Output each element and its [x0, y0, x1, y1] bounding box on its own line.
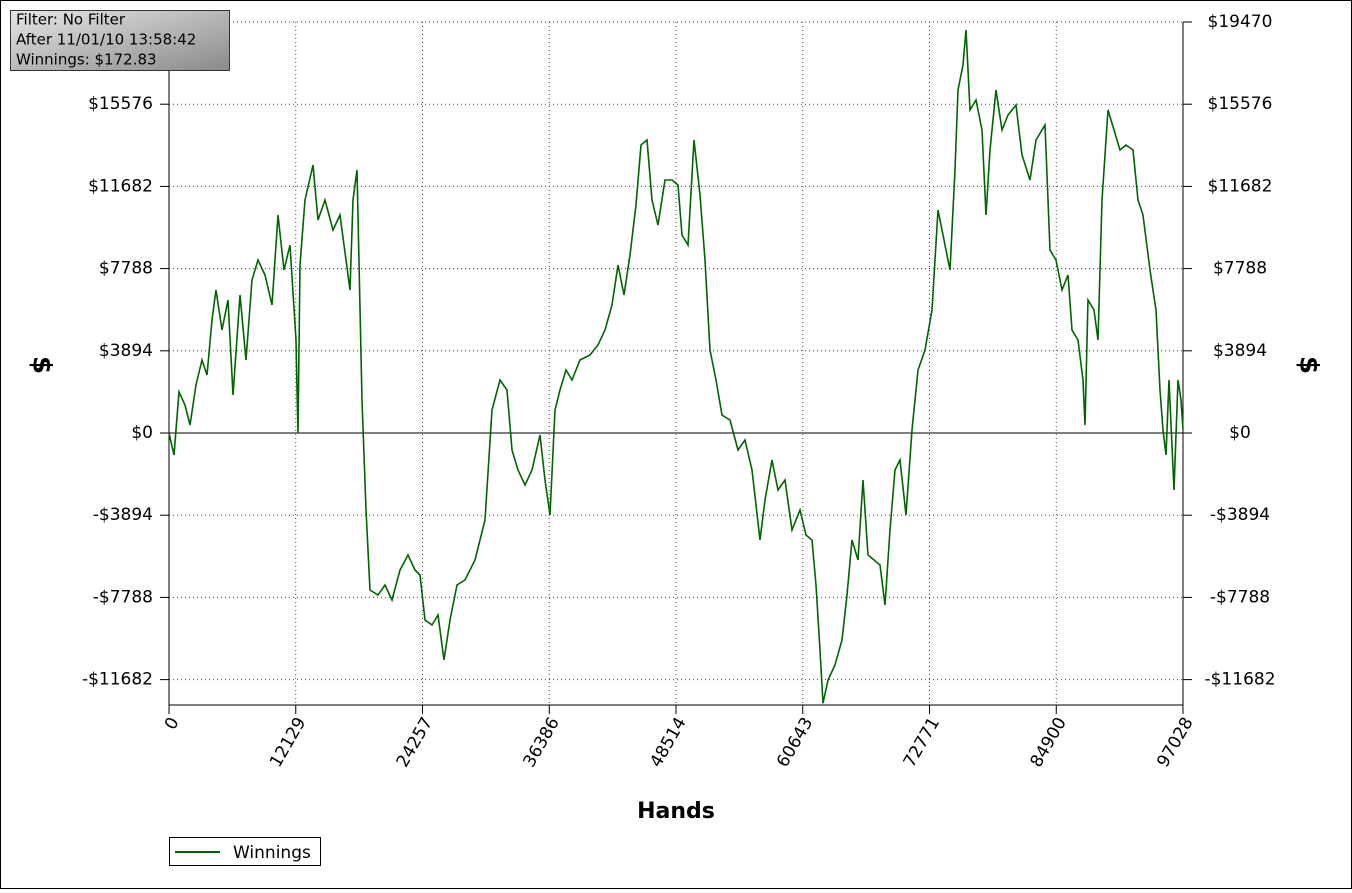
y2-tick-label: $3894: [1213, 341, 1267, 361]
annotation: After 11/01/10 13:58:42: [16, 31, 196, 49]
y2-tick-label: -$11682: [1204, 670, 1275, 690]
y2-tick-label: $15576: [1208, 94, 1273, 114]
annotation: Winnings: $172.83: [16, 51, 157, 69]
x-axis-label: Hands: [637, 799, 715, 824]
y-tick-label: $3894: [99, 341, 153, 361]
y-tick-label: $7788: [99, 259, 153, 279]
legend-label: Winnings: [233, 843, 311, 863]
y-tick-label: -$3894: [93, 505, 153, 525]
y2-axis-label: $: [1294, 356, 1324, 374]
y-tick-label: -$7788: [93, 587, 153, 607]
y2-tick-label: -$7788: [1210, 587, 1270, 607]
info-box: [10, 10, 230, 71]
y2-tick-label: $7788: [1213, 259, 1267, 279]
y-tick-label: $0: [131, 423, 153, 443]
y-axis-label: $: [27, 356, 57, 374]
y-tick-label: -$11682: [82, 670, 153, 690]
y-tick-label: $15576: [88, 94, 153, 114]
y2-tick-label: $11682: [1208, 176, 1273, 196]
y2-tick-label: -$3894: [1210, 505, 1270, 525]
y-tick-label: $11682: [88, 176, 153, 196]
data-line: [168, 29, 1184, 704]
annotation: Filter: No Filter: [16, 11, 126, 29]
y2-tick-label: $19470: [1208, 12, 1273, 32]
y2-tick-label: $0: [1229, 423, 1251, 443]
